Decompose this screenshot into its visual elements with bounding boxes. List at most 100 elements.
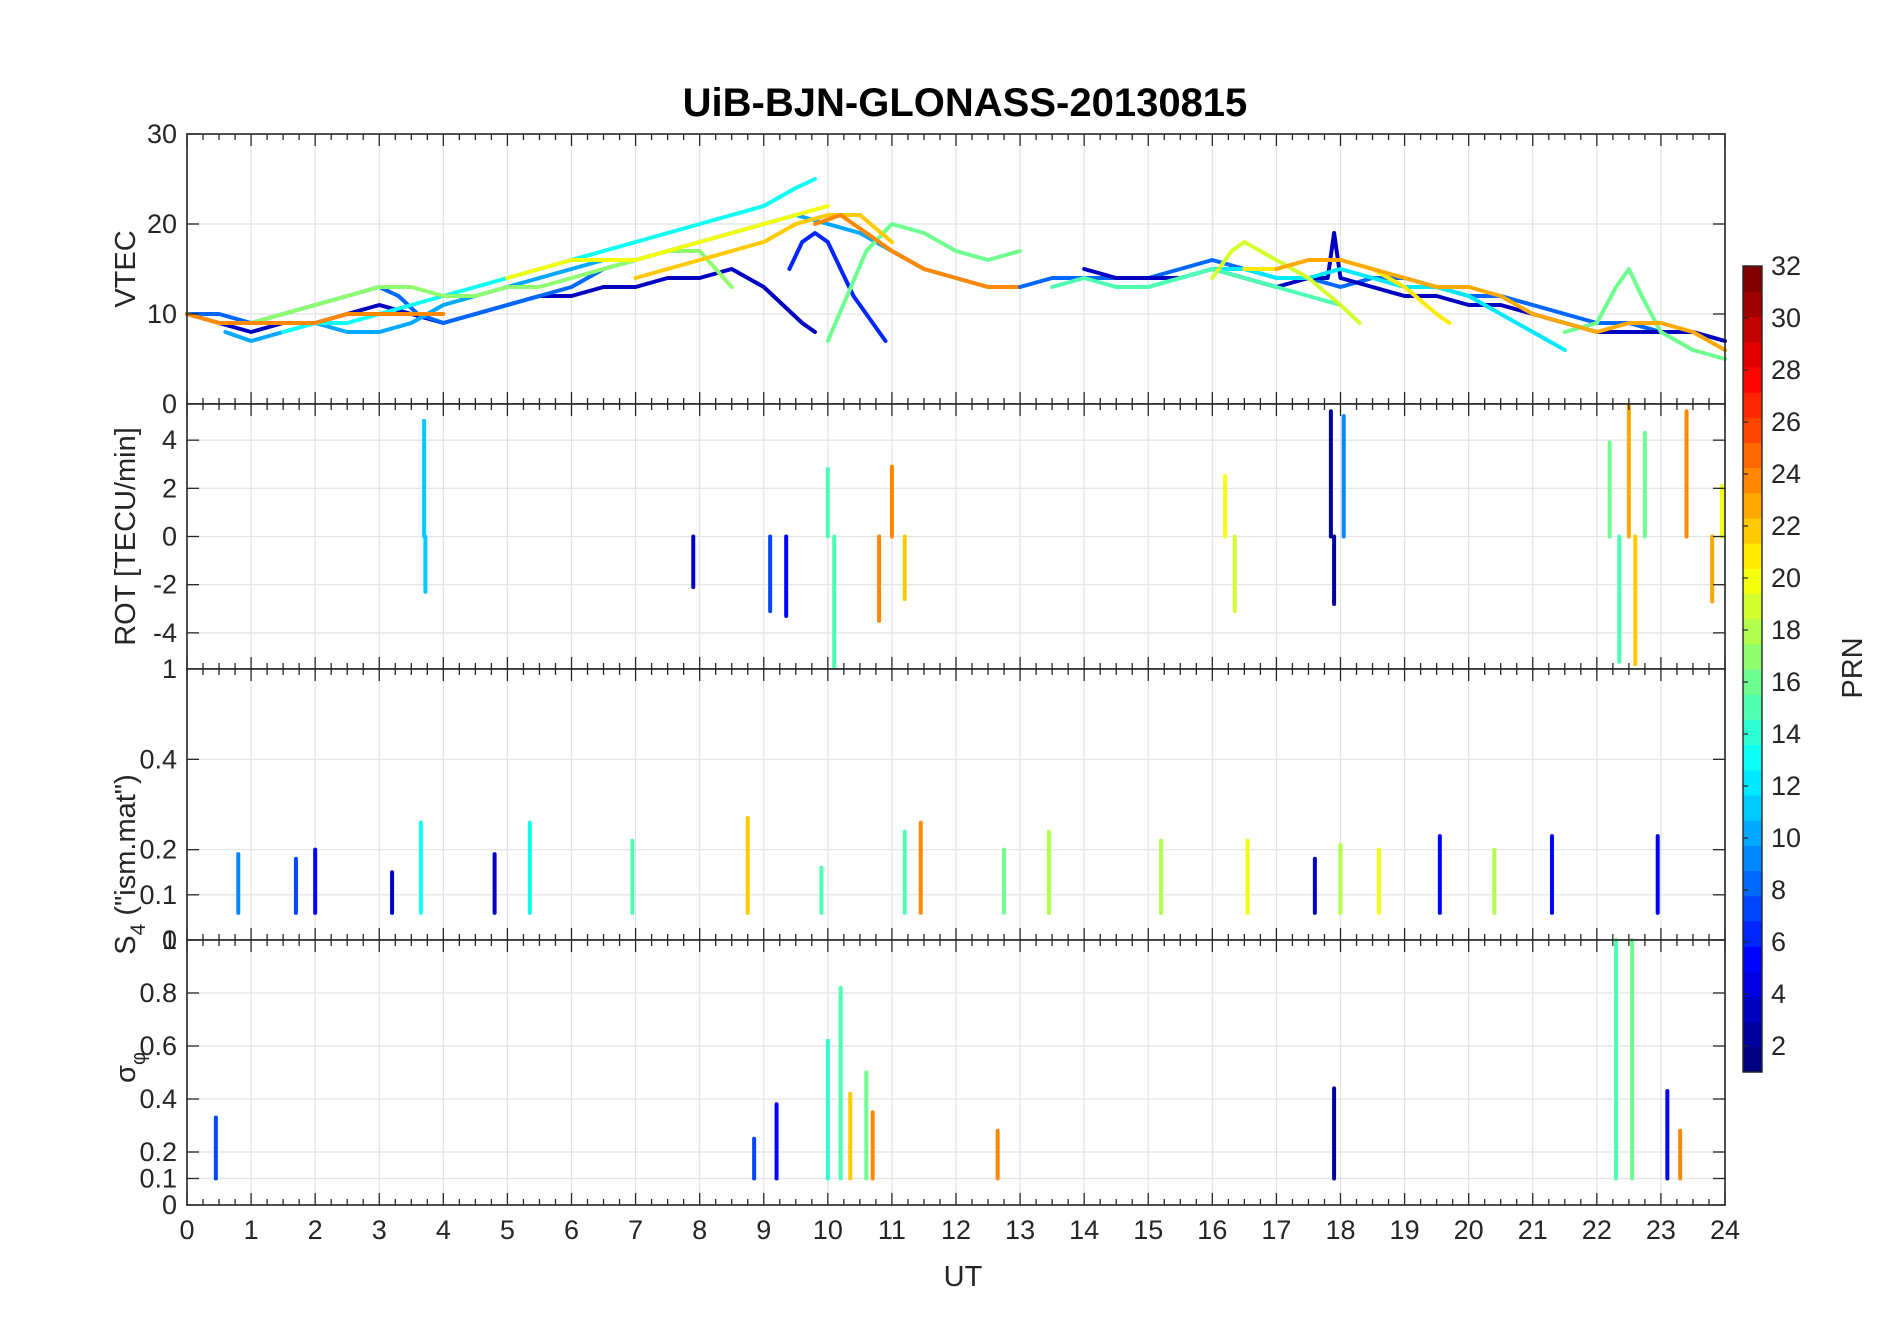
colorbar-tick-label: 24 — [1771, 459, 1801, 489]
colorbar-bin — [1743, 845, 1762, 872]
x-tick-label: 13 — [1005, 1215, 1035, 1245]
y-tick-label: 4 — [162, 425, 177, 455]
x-tick-label: 23 — [1646, 1215, 1676, 1245]
y-tick-label: 10 — [147, 299, 177, 329]
gridlines — [186, 404, 1726, 669]
colorbar-tick-label: 22 — [1771, 511, 1801, 541]
x-tick-label: 12 — [941, 1215, 971, 1245]
x-tick-label: 16 — [1197, 1215, 1227, 1245]
vtec-series-line — [185, 312, 446, 325]
vtec-series-line — [813, 213, 1023, 289]
colorbar-tick-label: 14 — [1771, 719, 1801, 749]
colorbar-bin — [1743, 543, 1762, 569]
chart-title: UiB-BJN-GLONASS-20130815 — [683, 81, 1248, 125]
data-layer — [422, 404, 1724, 669]
colorbar-bin — [1743, 1046, 1762, 1073]
colorbar-bin — [1743, 568, 1762, 595]
gridlines — [186, 939, 1726, 1206]
colorbar-tick-label: 8 — [1771, 875, 1786, 905]
x-tick-label: 2 — [308, 1215, 323, 1245]
colorbar-tick-label: 16 — [1771, 667, 1801, 697]
y-tick-label: 0.1 — [139, 880, 177, 910]
vtec-series-line — [1274, 258, 1727, 352]
x-tick-label: 18 — [1325, 1215, 1355, 1245]
colorbar-tick-label: 18 — [1771, 615, 1801, 645]
colorbar-bin — [1743, 266, 1762, 292]
y-tick-label: 20 — [147, 209, 177, 239]
colorbar-tick-label: 20 — [1771, 563, 1801, 593]
x-tick-label: 9 — [756, 1215, 771, 1245]
x-tick-label: 10 — [813, 1215, 843, 1245]
x-tick-label: 3 — [372, 1215, 387, 1245]
tick-marks — [186, 404, 1726, 669]
colorbar-bin — [1743, 316, 1762, 343]
y-label-sigma: σ — [110, 1065, 142, 1083]
colorbar-tick-label: 26 — [1771, 407, 1801, 437]
vtec-series-line — [633, 213, 894, 280]
y-label-phi-subscript: φ — [128, 1052, 150, 1065]
y-tick-label: 0.4 — [139, 744, 177, 774]
colorbar-bin — [1743, 870, 1762, 897]
colorbar-bin — [1743, 593, 1762, 620]
colorbar-tick-label: 30 — [1771, 303, 1801, 333]
x-axis-label: UT — [944, 1261, 983, 1293]
vtec-series-line — [1050, 267, 1343, 307]
colorbar-bin — [1743, 643, 1762, 670]
colorbar-tick-label: 12 — [1771, 771, 1801, 801]
colorbar-bin — [1743, 920, 1762, 947]
y-axis-label: σφ — [110, 1052, 150, 1083]
colorbar-bin — [1743, 820, 1762, 846]
colorbar-bin — [1743, 719, 1762, 746]
y-axis-label: ROT [TECU/min] — [110, 427, 142, 646]
colorbar-bin — [1743, 769, 1762, 796]
x-tick-label: 11 — [878, 1215, 906, 1245]
data-layer — [213, 938, 1683, 1181]
x-tick-label: 20 — [1454, 1215, 1484, 1245]
tick-marks — [186, 939, 1726, 1206]
panel-vtec: 0 10 20 30 VTEC — [110, 119, 1727, 419]
y-label-rest: ("ism.mat") — [110, 774, 142, 923]
y-tick-label: 1 — [162, 654, 177, 684]
x-tick-label: 19 — [1390, 1215, 1420, 1245]
x-tick-label: 6 — [564, 1215, 579, 1245]
colorbar-frame — [1742, 265, 1763, 1073]
y-tick-label: 0.1 — [139, 1164, 177, 1194]
y-tick-label: 0 — [162, 925, 177, 955]
y-tick-label: 0.8 — [139, 978, 177, 1008]
x-tick-label: 5 — [500, 1215, 515, 1245]
colorbar-tick-label: 32 — [1771, 251, 1801, 281]
colorbar-bin — [1743, 669, 1762, 695]
tick-marks — [186, 669, 1726, 941]
colorbar-bin — [1743, 467, 1762, 494]
colorbar-label: PRN — [1837, 637, 1869, 698]
colorbar-bin — [1743, 442, 1762, 469]
vtec-series-line — [787, 231, 888, 343]
x-tick-label: 21 — [1518, 1215, 1548, 1245]
x-tick-label: 4 — [436, 1215, 451, 1245]
panel-s4: 0 0.1 0.2 0.4 1 S4 ("ism.mat") — [110, 654, 1726, 955]
y-tick-label: 0 — [162, 389, 177, 419]
vtec-series-line — [1210, 240, 1362, 325]
x-tick-label: 14 — [1069, 1215, 1099, 1245]
data-layer — [236, 816, 1660, 915]
y-tick-label: 30 — [147, 119, 177, 149]
colorbar-tick-label: 10 — [1771, 823, 1801, 853]
colorbar-bin — [1743, 291, 1762, 317]
vtec-series-line — [505, 204, 830, 280]
colorbar-bin — [1743, 366, 1762, 393]
y-tick-label: 0.2 — [139, 1137, 177, 1167]
colorbar-tick-label: 6 — [1771, 927, 1786, 957]
data-layer — [185, 177, 1727, 361]
y-tick-label: 0 — [162, 1190, 177, 1220]
colorbar-bin — [1743, 1021, 1762, 1048]
y-axis-label: S4 ("ism.mat") — [110, 774, 150, 955]
x-tick-label: 7 — [628, 1215, 643, 1245]
colorbar-tick-label: 2 — [1771, 1031, 1786, 1061]
x-tick-label: 1 — [244, 1215, 259, 1245]
colorbar-bin — [1743, 694, 1762, 720]
